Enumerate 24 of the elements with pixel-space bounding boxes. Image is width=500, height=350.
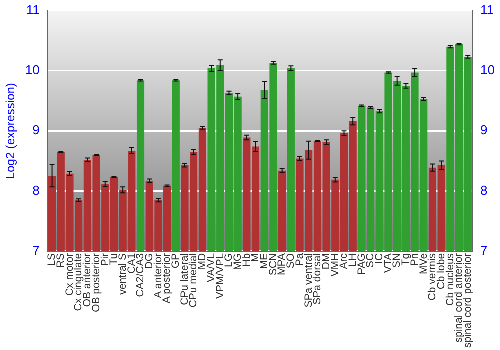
y-tick-label: 8: [32, 182, 40, 198]
y2-tick-label: 8: [480, 182, 488, 198]
x-tick-label: LH: [346, 253, 359, 267]
y2-tick-label: 9: [480, 122, 488, 138]
x-tick-label: Cb lobe: [435, 253, 448, 290]
x-tick-label: ventral S: [116, 253, 129, 295]
x-tick-label: MG: [232, 253, 244, 270]
y-axis-title: Log2 (expression): [4, 83, 18, 180]
x-tick-label: Pa: [294, 253, 306, 266]
y2-tick-label: 7: [480, 243, 488, 258]
x-tick-label: RS: [55, 253, 68, 268]
y-tick-label: 11: [26, 2, 40, 18]
x-tick-label: MVe: [418, 253, 430, 274]
y2-tick-label: 10: [480, 62, 496, 78]
x-tick-label: OB posterior: [90, 252, 102, 312]
x-tick-label: Tg: [400, 253, 412, 266]
x-tick-label: spinal cord posterior: [462, 252, 474, 348]
x-tick-label: DM: [320, 253, 332, 270]
x-tick-label: VA/VL: [205, 253, 218, 282]
y-tick-label: 9: [32, 122, 40, 138]
x-tick-label: DG: [143, 253, 156, 270]
y-tick-label: 10: [25, 62, 40, 78]
y-tick-label: 7: [32, 243, 40, 258]
y2-tick-label: 11: [480, 2, 494, 18]
